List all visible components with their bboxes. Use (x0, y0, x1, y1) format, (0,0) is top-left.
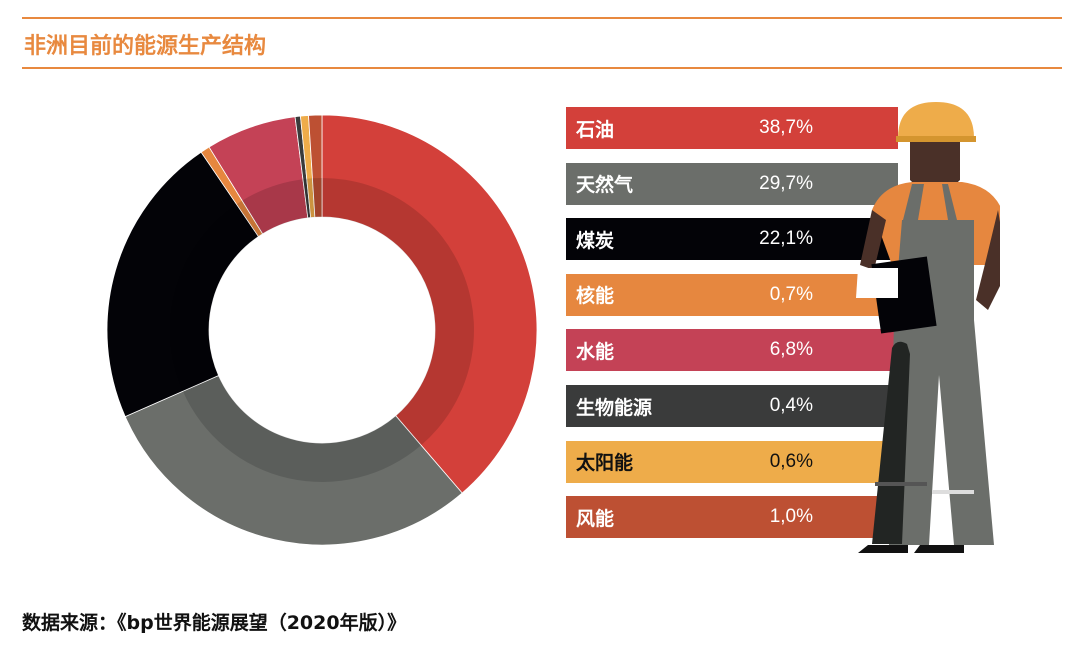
legend-value: 0,6% (769, 450, 813, 472)
donut-slice-shade-7 (312, 178, 322, 218)
donut-slice-shade-1 (182, 375, 422, 482)
legend-item: 核能 0,7% (566, 273, 898, 316)
legend-value: 29,7% (759, 172, 813, 194)
legend-item: 水能 6,8% (566, 329, 898, 372)
legend-item: 煤炭 22,1% (566, 218, 898, 261)
legend-value: 22,1% (759, 228, 813, 250)
chart-title: 非洲目前的能源生产结构 (24, 34, 267, 59)
legend-label: 生物能源 (576, 396, 653, 419)
donut-slice-2 (106, 151, 260, 418)
legend-label: 太阳能 (576, 452, 634, 475)
donut-slice-shade-5 (302, 178, 311, 218)
legend-value: 0,7% (769, 283, 813, 305)
donut-slice-shade-0 (322, 178, 474, 446)
legend-label: 天然气 (576, 174, 634, 197)
top-rule (22, 17, 1062, 19)
legend-label: 石油 (576, 118, 615, 141)
title-rule (22, 67, 1062, 69)
legend-value: 38,7% (759, 117, 813, 138)
donut-chart (106, 114, 538, 546)
donut-slice-1 (124, 375, 463, 546)
donut-slice-shade-3 (236, 200, 263, 237)
legend-item: 石油 38,7% (566, 107, 898, 149)
legend-value: 1,0% (769, 506, 813, 528)
legend-label: 风能 (576, 507, 615, 530)
legend-item: 风能 1,0% (566, 496, 898, 539)
legend-label: 煤炭 (576, 229, 615, 252)
donut-slice-shade-2 (170, 204, 259, 392)
source-note: 数据来源：《bp世界能源展望（2020年版）》 (22, 612, 407, 634)
donut-slice-shade-4 (242, 179, 308, 234)
legend-label: 水能 (576, 340, 615, 363)
legend-value: 0,4% (769, 395, 813, 416)
legend-item: 天然气 29,7% (566, 162, 898, 205)
legend-item: 生物能源 0,4% (566, 385, 898, 427)
donut-slice-7 (308, 114, 323, 218)
donut-slice-0 (321, 114, 538, 494)
legend-value: 6,8% (769, 339, 813, 361)
worker-illustration (856, 102, 1000, 553)
legend-label: 核能 (576, 285, 615, 308)
legend-item: 太阳能 0,6% (566, 440, 898, 483)
